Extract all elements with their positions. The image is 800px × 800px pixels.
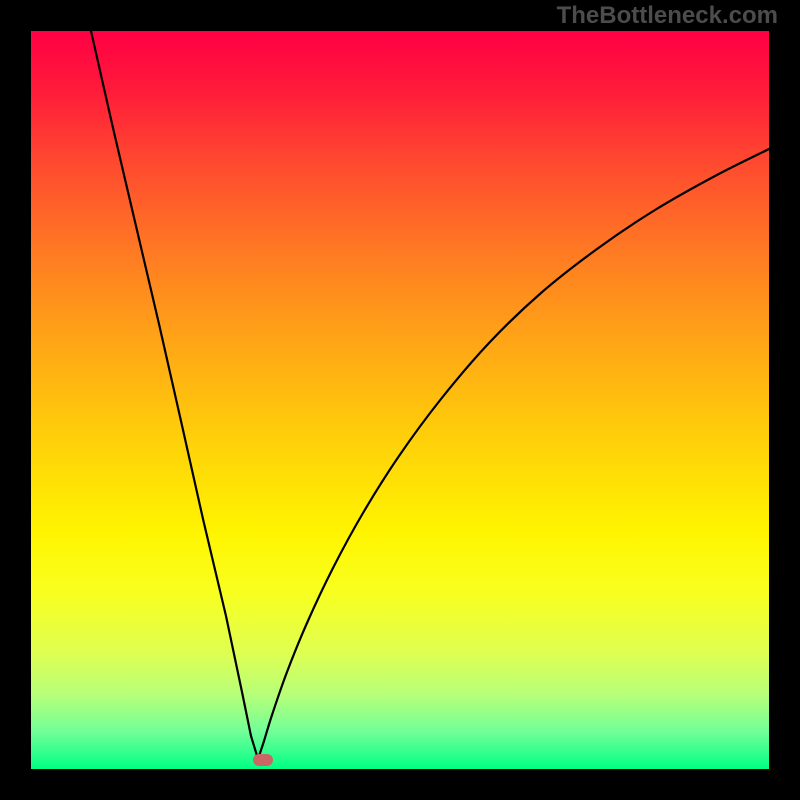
watermark-text: TheBottleneck.com	[557, 2, 778, 30]
optimum-marker	[31, 31, 769, 769]
